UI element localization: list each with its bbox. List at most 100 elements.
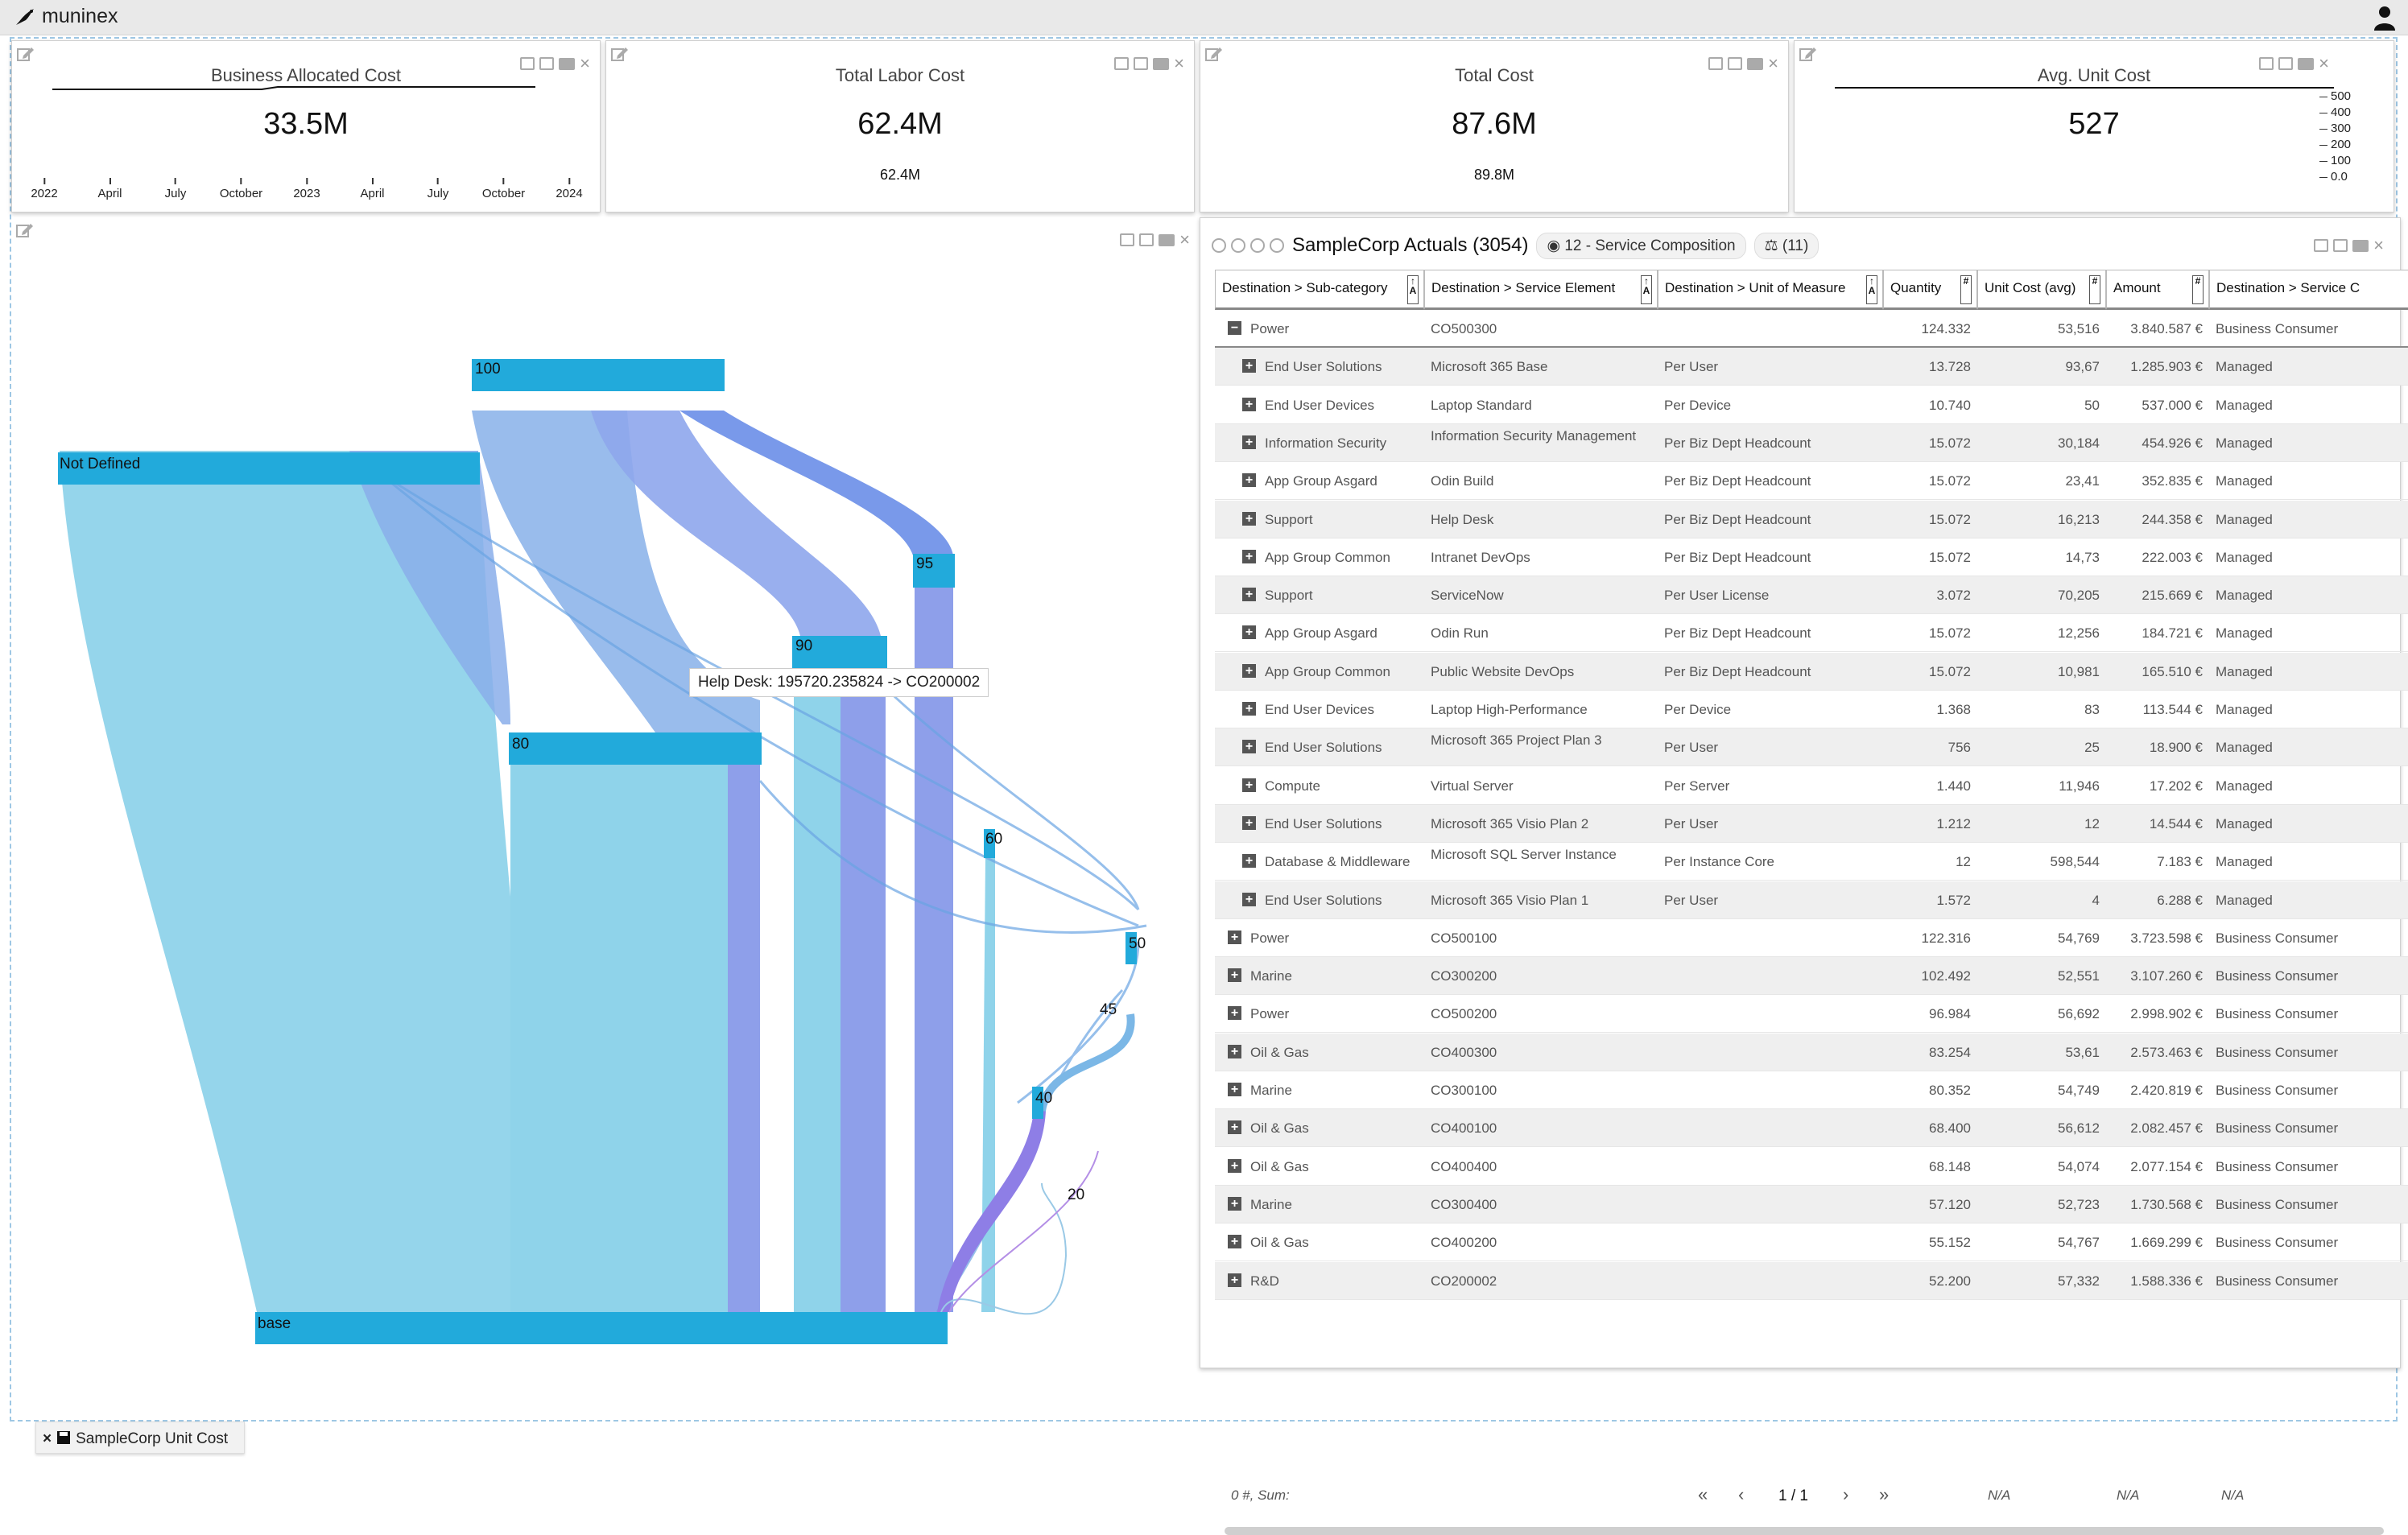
edit-icon[interactable] xyxy=(1799,46,1817,62)
collapse-icon[interactable]: − xyxy=(1228,321,1241,335)
expand-icon[interactable]: + xyxy=(1228,1083,1241,1096)
view-pill[interactable]: ◉ 12 - Service Composition xyxy=(1536,232,1746,259)
expand-icon[interactable]: + xyxy=(1228,930,1241,944)
close-icon[interactable]: × xyxy=(1174,53,1184,73)
folder-icon[interactable] xyxy=(2298,57,2315,70)
split-icon[interactable] xyxy=(539,57,555,70)
table-row[interactable]: + End User Solutions Microsoft 365 Visio P… xyxy=(1215,804,2408,843)
expand-icon[interactable]: + xyxy=(1242,625,1256,640)
table-row[interactable]: + App Group Asgard Odin Run Per Biz Dept He… xyxy=(1215,614,2408,653)
sort-icon[interactable]: # xyxy=(1960,275,1972,304)
folder-icon[interactable] xyxy=(1159,233,1175,246)
sankey-diagram[interactable]: 100 Not Defined 95 90 80 60 50 45 40 20 … xyxy=(11,217,1195,1401)
expand-icon[interactable]: + xyxy=(1228,1158,1241,1173)
table-row[interactable]: + End User Devices Laptop Standard Per Devi… xyxy=(1215,386,2408,424)
dashboard-tab[interactable]: × SampleCorp Unit Cost xyxy=(35,1422,246,1454)
table-row[interactable]: + Oil & Gas CO400100 68.400 56,612 2.082.457 … xyxy=(1215,1109,2408,1148)
close-icon[interactable]: × xyxy=(1179,229,1190,250)
next-page-button[interactable]: › xyxy=(1843,1484,1849,1504)
edit-icon[interactable] xyxy=(16,222,34,238)
table-row[interactable]: + Information Security Information Securit… xyxy=(1215,423,2408,462)
user-icon[interactable] xyxy=(2373,5,2397,31)
folder-icon[interactable] xyxy=(559,57,576,70)
column-header[interactable]: Unit Cost (avg) # xyxy=(1977,270,2106,310)
expand-icon[interactable]: + xyxy=(1242,815,1256,830)
split-icon[interactable] xyxy=(1134,57,1149,70)
expand-icon[interactable]: + xyxy=(1242,854,1256,869)
table-row[interactable]: + App Group Common Public Website DevOps Pe… xyxy=(1215,652,2408,691)
column-header[interactable]: Destination > Unit of Measure ↑ A xyxy=(1658,270,1883,310)
table-row[interactable]: + Power CO500200 96.984 56,692 2.998.902 € Bus… xyxy=(1215,995,2408,1034)
expand-icon[interactable]: + xyxy=(1242,397,1256,411)
table-row[interactable]: + Oil & Gas CO400400 68.148 54,074 2.077.154 … xyxy=(1215,1148,2408,1186)
table-row[interactable]: + Oil & Gas CO400300 83.254 53,61 2.573.463 €… xyxy=(1215,1033,2408,1071)
expand-icon[interactable]: + xyxy=(1228,1235,1241,1249)
table-row[interactable]: + Database & Middleware Microsoft SQL Serv… xyxy=(1215,843,2408,881)
layout-icon[interactable] xyxy=(2259,57,2274,70)
split-icon[interactable] xyxy=(2333,239,2348,252)
layout-icon[interactable] xyxy=(520,57,535,70)
prev-page-button[interactable]: ‹ xyxy=(1738,1484,1745,1504)
column-header[interactable]: Destination > Sub-category ↑ A xyxy=(1215,270,1424,310)
expand-icon[interactable]: + xyxy=(1242,435,1256,449)
edit-icon[interactable] xyxy=(1270,238,1284,253)
close-icon[interactable]: × xyxy=(2319,53,2329,73)
layout-icon[interactable] xyxy=(1114,57,1130,70)
last-page-button[interactable]: » xyxy=(1879,1484,1890,1504)
expand-icon[interactable]: + xyxy=(1242,740,1256,754)
sort-icon[interactable]: # xyxy=(2192,275,2204,304)
table-row[interactable]: + End User Devices Laptop High-Performance… xyxy=(1215,691,2408,728)
split-icon[interactable] xyxy=(1139,233,1154,246)
table-row[interactable]: + Support ServiceNow Per User License 3.072 7… xyxy=(1215,576,2408,615)
expand-icon[interactable]: + xyxy=(1242,511,1256,526)
table-row[interactable]: + Compute Virtual Server Per Server 1.440 11,… xyxy=(1215,767,2408,805)
sort-icon[interactable]: ↑ A xyxy=(1641,275,1652,304)
table-row[interactable]: + Marine CO300100 80.352 54,749 2.420.819 € Bu… xyxy=(1215,1071,2408,1109)
table-row[interactable]: + End User Solutions Microsoft 365 Base Per… xyxy=(1215,348,2408,386)
table-row[interactable]: + End User Solutions Microsoft 365 Project… xyxy=(1215,728,2408,767)
edit-icon[interactable] xyxy=(1205,46,1223,62)
expand-icon[interactable]: + xyxy=(1228,1120,1241,1135)
app-logo[interactable]: muninex xyxy=(14,5,118,28)
table-row[interactable]: + App Group Asgard Odin Build Per Biz Dept … xyxy=(1215,462,2408,501)
expand-icon[interactable]: + xyxy=(1242,588,1256,602)
expand-icon[interactable]: + xyxy=(1242,549,1256,563)
table-row[interactable]: + Marine CO300200 102.492 52,551 3.107.260 € B… xyxy=(1215,957,2408,996)
expand-icon[interactable]: + xyxy=(1242,892,1256,906)
table-row[interactable]: + Power CO500100 122.316 54,769 3.723.598 € Bu… xyxy=(1215,919,2408,957)
settings-icon[interactable] xyxy=(1231,238,1245,253)
expand-icon[interactable]: + xyxy=(1242,778,1256,792)
sort-icon[interactable]: # xyxy=(2089,275,2100,304)
sort-icon[interactable]: ↑ A xyxy=(1866,275,1877,304)
edit-icon[interactable] xyxy=(611,46,629,62)
table-row[interactable]: + Marine CO300400 57.120 52,723 1.730.568 € Bu… xyxy=(1215,1185,2408,1223)
table-row[interactable]: + End User Solutions Microsoft 365 Visio P… xyxy=(1215,881,2408,919)
column-header[interactable]: Quantity # xyxy=(1883,270,1977,310)
split-icon[interactable] xyxy=(2278,57,2294,70)
folder-icon[interactable] xyxy=(1747,57,1764,70)
layout-icon[interactable] xyxy=(1708,57,1724,70)
expand-icon[interactable]: + xyxy=(1242,663,1256,678)
export-icon[interactable] xyxy=(1250,238,1265,253)
close-tab-icon[interactable]: × xyxy=(43,1430,52,1447)
folder-icon[interactable] xyxy=(1153,57,1170,70)
expand-icon[interactable]: + xyxy=(1228,1273,1241,1287)
table-row[interactable]: + App Group Common Intranet DevOps Per Biz … xyxy=(1215,538,2408,576)
expand-icon[interactable]: + xyxy=(1228,1196,1241,1211)
refresh-icon[interactable] xyxy=(1212,238,1226,253)
table-row[interactable]: + R&D CO200002 52.200 57,332 1.588.336 € Busin… xyxy=(1215,1261,2408,1300)
close-icon[interactable]: × xyxy=(2373,235,2384,255)
column-header[interactable]: Destination > Service C xyxy=(2209,270,2408,310)
expand-icon[interactable]: + xyxy=(1228,968,1241,983)
horizontal-scrollbar[interactable] xyxy=(1225,1527,2384,1535)
close-icon[interactable]: × xyxy=(1768,53,1778,73)
close-icon[interactable]: × xyxy=(580,53,590,73)
expand-icon[interactable]: + xyxy=(1242,473,1256,488)
expand-icon[interactable]: + xyxy=(1242,359,1256,373)
split-icon[interactable] xyxy=(1728,57,1743,70)
filter-pill[interactable]: ⚖ (11) xyxy=(1753,232,1819,259)
table-row[interactable]: − Power CO500300 124.332 53,516 3.840.587 € Bu… xyxy=(1215,310,2408,348)
expand-icon[interactable]: + xyxy=(1228,1006,1241,1021)
table-row[interactable]: + Support Help Desk Per Biz Dept Headcount 1… xyxy=(1215,500,2408,538)
table-row[interactable]: + Oil & Gas CO400200 55.152 54,767 1.669.299 … xyxy=(1215,1223,2408,1262)
